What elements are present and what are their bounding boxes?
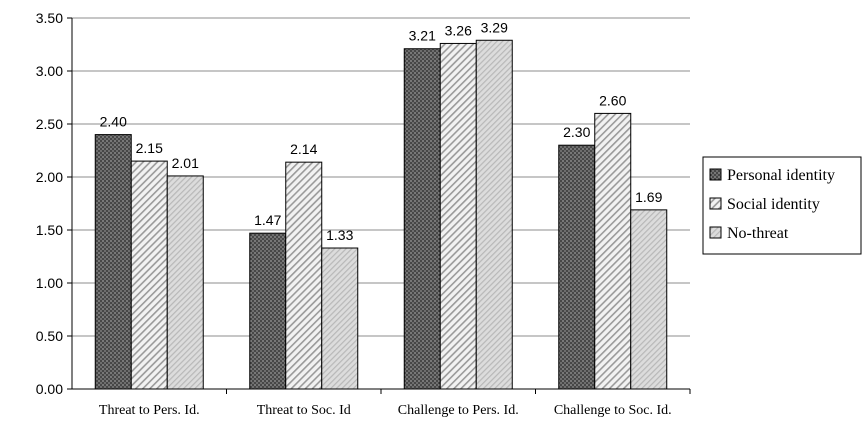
y-tick-label: 2.50 bbox=[36, 116, 63, 132]
y-tick-label: 1.50 bbox=[36, 222, 63, 238]
bar bbox=[475, 39, 513, 390]
y-tick-label: 3.50 bbox=[36, 10, 63, 26]
x-category-label: Threat to Soc. Id bbox=[257, 403, 351, 418]
bar bbox=[439, 42, 477, 390]
bar bbox=[130, 160, 168, 390]
y-tick-label: 0.00 bbox=[36, 381, 63, 397]
data-label: 3.21 bbox=[409, 28, 436, 44]
y-tick-label: 2.00 bbox=[36, 169, 63, 185]
y-tick-label: 0.50 bbox=[36, 328, 63, 344]
data-label: 3.29 bbox=[481, 19, 508, 35]
bar bbox=[594, 112, 632, 390]
data-label: 1.47 bbox=[254, 212, 281, 228]
data-label: 2.60 bbox=[599, 92, 626, 108]
bar bbox=[285, 161, 323, 390]
x-category-label: Challenge to Pers. Id. bbox=[398, 403, 519, 418]
legend-label: No-threat bbox=[727, 225, 789, 242]
legend-swatch bbox=[709, 168, 722, 181]
legend: Personal identity Social identity No-threa… bbox=[702, 156, 862, 255]
bars bbox=[94, 39, 668, 390]
data-label: 2.15 bbox=[136, 140, 163, 156]
data-label: 1.33 bbox=[326, 227, 353, 243]
bar bbox=[166, 175, 204, 390]
bar bbox=[630, 209, 668, 390]
bar bbox=[403, 48, 441, 390]
legend-box bbox=[702, 156, 862, 255]
legend-label: Personal identity bbox=[727, 167, 835, 184]
data-label: 2.01 bbox=[172, 155, 199, 171]
y-tick-label: 3.00 bbox=[36, 63, 63, 79]
data-label: 3.26 bbox=[445, 22, 472, 38]
legend-swatch bbox=[709, 197, 722, 210]
data-label: 1.69 bbox=[635, 189, 662, 205]
y-tick-label: 1.00 bbox=[36, 275, 63, 291]
data-labels: 2.40 2.15 2.01 1.47 2.14 1.33 3.21 3.26 3.29 2.30… bbox=[100, 19, 663, 243]
legend-label: Social identity bbox=[727, 196, 820, 213]
legend-swatch bbox=[709, 226, 722, 239]
bar bbox=[321, 247, 359, 390]
bar bbox=[94, 134, 132, 390]
bar bbox=[249, 232, 287, 390]
bar bbox=[558, 144, 596, 390]
data-label: 2.14 bbox=[290, 141, 317, 157]
data-label: 2.40 bbox=[100, 114, 127, 130]
x-category-label: Challenge to Soc. Id. bbox=[554, 403, 672, 418]
x-category-label: Threat to Pers. Id. bbox=[99, 403, 200, 418]
data-label: 2.30 bbox=[563, 124, 590, 140]
